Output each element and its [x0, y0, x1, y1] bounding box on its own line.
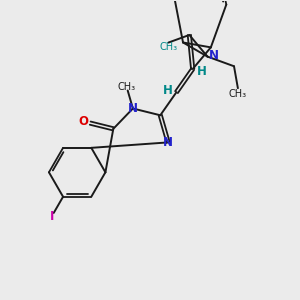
Text: I: I — [50, 210, 54, 223]
Text: CH₃: CH₃ — [229, 88, 247, 99]
Text: CH₃: CH₃ — [118, 82, 136, 92]
Text: H: H — [163, 84, 173, 97]
Text: N: N — [163, 136, 173, 148]
Text: H: H — [197, 65, 206, 78]
Text: O: O — [79, 115, 89, 128]
Text: N: N — [128, 102, 138, 115]
Text: N: N — [209, 50, 219, 62]
Text: CH₃: CH₃ — [159, 42, 177, 52]
